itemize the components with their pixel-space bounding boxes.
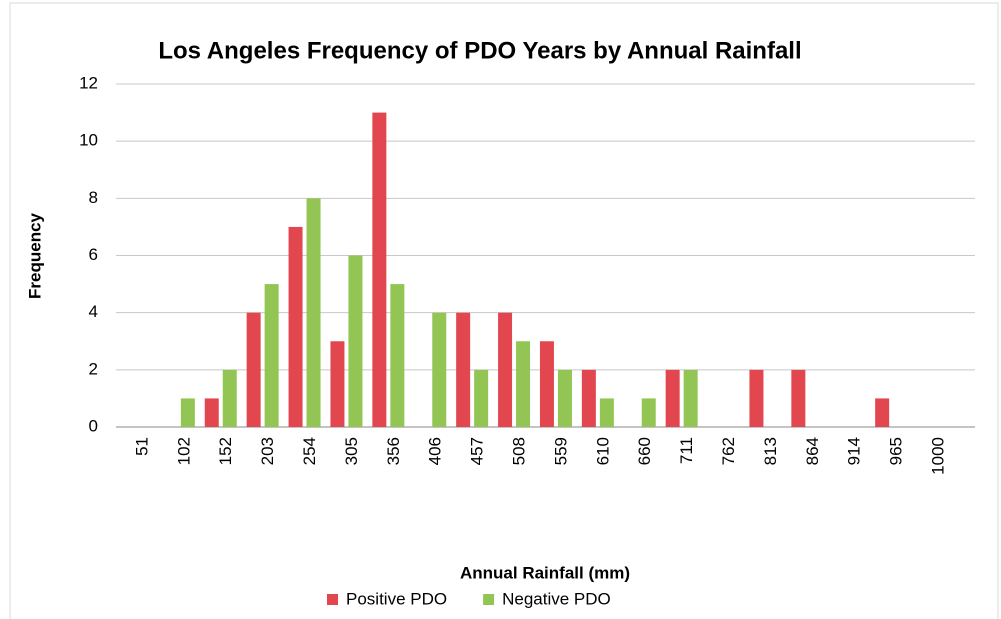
x-tick-label: 356	[384, 437, 403, 465]
bar	[665, 369, 680, 427]
x-tick-label: 203	[258, 437, 277, 465]
bar	[599, 398, 614, 427]
x-tick-label: 152	[216, 437, 235, 465]
bar	[432, 312, 447, 427]
bar	[683, 369, 698, 427]
bar	[875, 398, 890, 427]
bar	[791, 369, 806, 427]
legend-label: Positive PDO	[346, 589, 447, 608]
bar	[474, 369, 489, 427]
bar	[288, 226, 303, 427]
x-tick-label: 610	[593, 437, 612, 465]
x-tick-label: 813	[761, 437, 780, 465]
bar	[306, 198, 321, 427]
x-tick-label: 559	[551, 437, 570, 465]
y-tick-label: 8	[89, 188, 98, 207]
bar	[348, 255, 363, 427]
x-tick-label: 305	[342, 437, 361, 465]
y-tick-label: 2	[89, 359, 98, 378]
bar	[330, 341, 345, 427]
bar	[264, 284, 279, 427]
x-tick-label: 102	[174, 437, 193, 465]
y-tick-label: 12	[79, 73, 98, 92]
x-tick-label: 406	[426, 437, 445, 465]
bar	[222, 369, 237, 427]
x-tick-label: 762	[719, 437, 738, 465]
bar	[180, 398, 195, 427]
x-tick-label: 1000	[929, 437, 948, 475]
legend-swatch	[483, 594, 495, 605]
legend-swatch	[327, 594, 338, 605]
bar	[557, 369, 572, 427]
y-tick-label: 6	[89, 245, 98, 264]
x-tick-label: 660	[635, 437, 654, 465]
y-axis-label: Frequency	[25, 212, 44, 299]
x-tick-label: 51	[132, 437, 151, 456]
bar	[204, 398, 219, 427]
bar	[498, 312, 513, 427]
x-axis-label: Annual Rainfall (mm)	[460, 563, 630, 582]
bar	[581, 369, 596, 427]
x-tick-label: 864	[803, 437, 822, 465]
x-tick-label: 711	[677, 437, 696, 464]
bar	[516, 341, 531, 427]
bar	[749, 369, 764, 427]
bar	[246, 312, 261, 427]
bar	[641, 398, 656, 427]
bar	[372, 112, 387, 427]
chart-title: Los Angeles Frequency of PDO Years by An…	[158, 37, 801, 64]
x-tick-label: 914	[845, 437, 864, 465]
chart-border	[9, 2, 999, 619]
y-tick-label: 4	[89, 302, 98, 321]
bar	[456, 312, 471, 427]
y-tick-label: 10	[79, 131, 98, 150]
x-tick-label: 254	[300, 437, 319, 465]
x-tick-label: 508	[510, 437, 529, 465]
bar	[390, 284, 405, 427]
y-tick-label: 0	[89, 416, 98, 435]
x-tick-label: 457	[468, 437, 487, 465]
legend-label: Negative PDO	[502, 589, 611, 608]
bar	[539, 341, 554, 427]
x-tick-label: 965	[887, 437, 906, 465]
